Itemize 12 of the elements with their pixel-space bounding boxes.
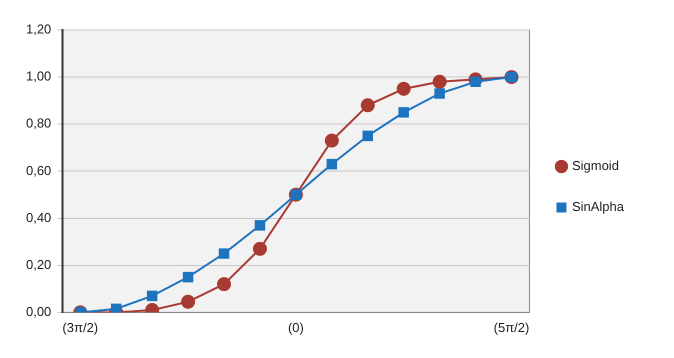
- y-tick-label: 1,20: [26, 22, 52, 37]
- y-tick-label: 0,80: [26, 116, 52, 131]
- x-tick-label: (0): [288, 320, 304, 335]
- x-tick-label: (5π/2): [494, 320, 530, 335]
- legend-label: Sigmoid: [572, 158, 619, 174]
- y-tick-label: 0,40: [26, 210, 52, 225]
- y-tick-label: 0,60: [26, 162, 52, 178]
- y-tick-label: 1,00: [26, 68, 52, 84]
- legend-label: SinAlpha: [572, 199, 625, 214]
- x-tick-label: (3π/2): [62, 320, 98, 335]
- y-tick-label: 0,00: [26, 304, 52, 319]
- y-tick-label: 0,20: [26, 256, 52, 272]
